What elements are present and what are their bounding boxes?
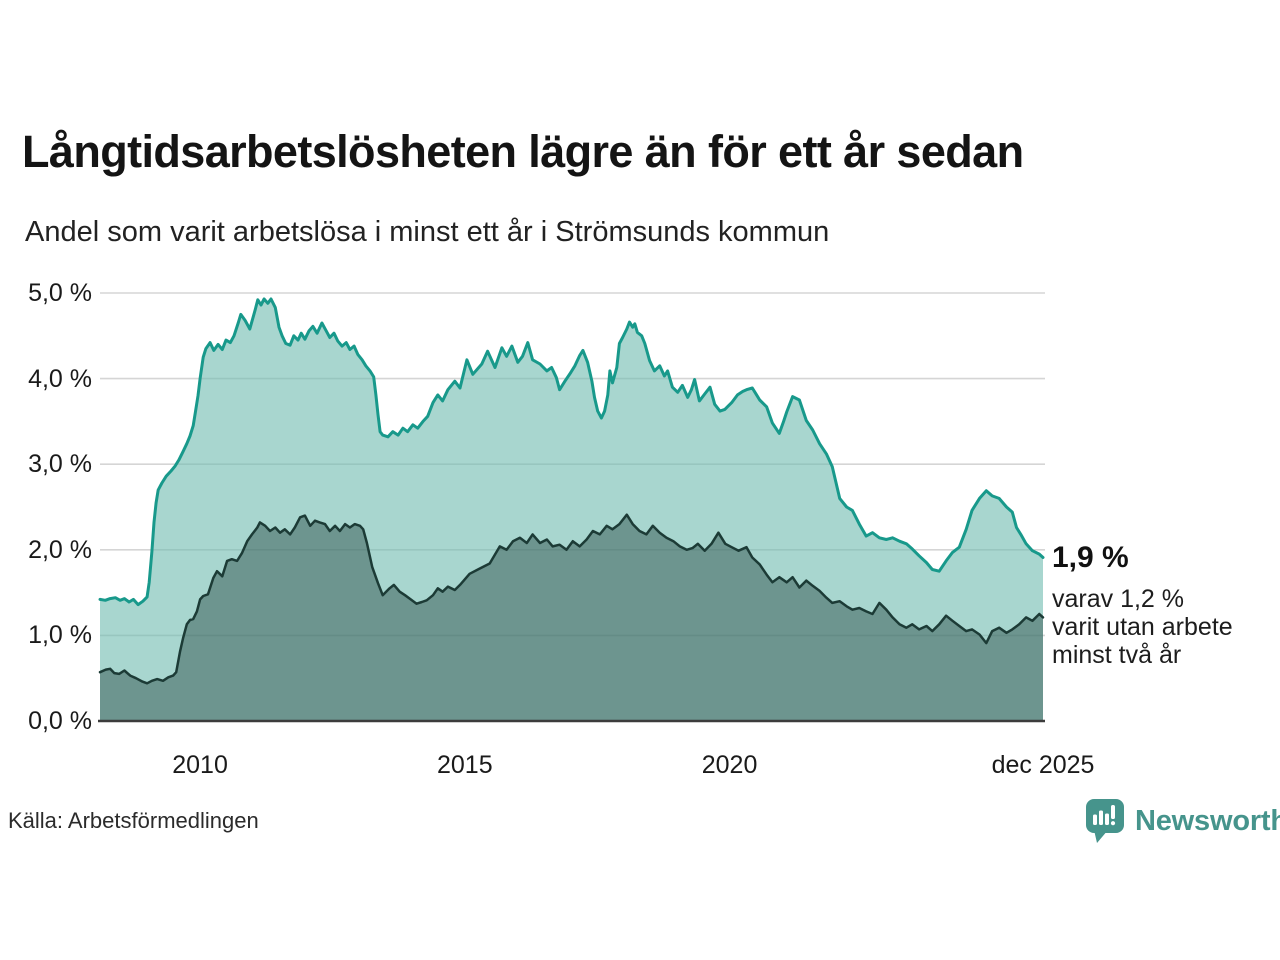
source-attribution: Källa: Arbetsförmedlingen [8,808,259,833]
chart-subtitle: Andel som varit arbetslösa i minst ett å… [25,216,830,248]
newsworthy-wordmark: Newsworthy [1135,805,1280,837]
x-tick-label: 2020 [701,751,758,779]
newsworthy-brand: Newsworthy [1086,799,1280,844]
annotation-detail-line: varav 1,2 % [1052,585,1185,613]
y-tick-label: 3,0 % [28,450,92,479]
y-tick-label: 4,0 % [28,364,92,393]
latest-value-label: 1,9 % [1052,541,1129,574]
y-tick-label: 5,0 % [28,279,92,307]
y-tick-label: 0,0 % [28,707,92,735]
y-tick-label: 2,0 % [28,535,92,564]
newsworthy-logo-icon [1086,799,1124,843]
page-title: Långtidsarbetslösheten lägre än för ett … [22,126,1024,177]
x-tick-label: dec 2025 [991,751,1095,779]
x-tick-label: 2010 [172,751,228,779]
minst-ett-ar-area [100,299,1043,721]
minst-ett-ar-line [98,297,1045,607]
annotation-detail-line: varit utan arbete [1052,613,1233,641]
latest-value-detail: varav 1,2 % varit utan arbete minst två … [1052,585,1233,669]
minst-tva-ar-area [100,514,1043,721]
y-tick-label: 1,0 % [28,621,92,650]
minst-tva-ar-line [98,513,1045,685]
annotation-detail-line: minst två år [1052,641,1182,669]
x-tick-label: 2015 [436,751,493,779]
